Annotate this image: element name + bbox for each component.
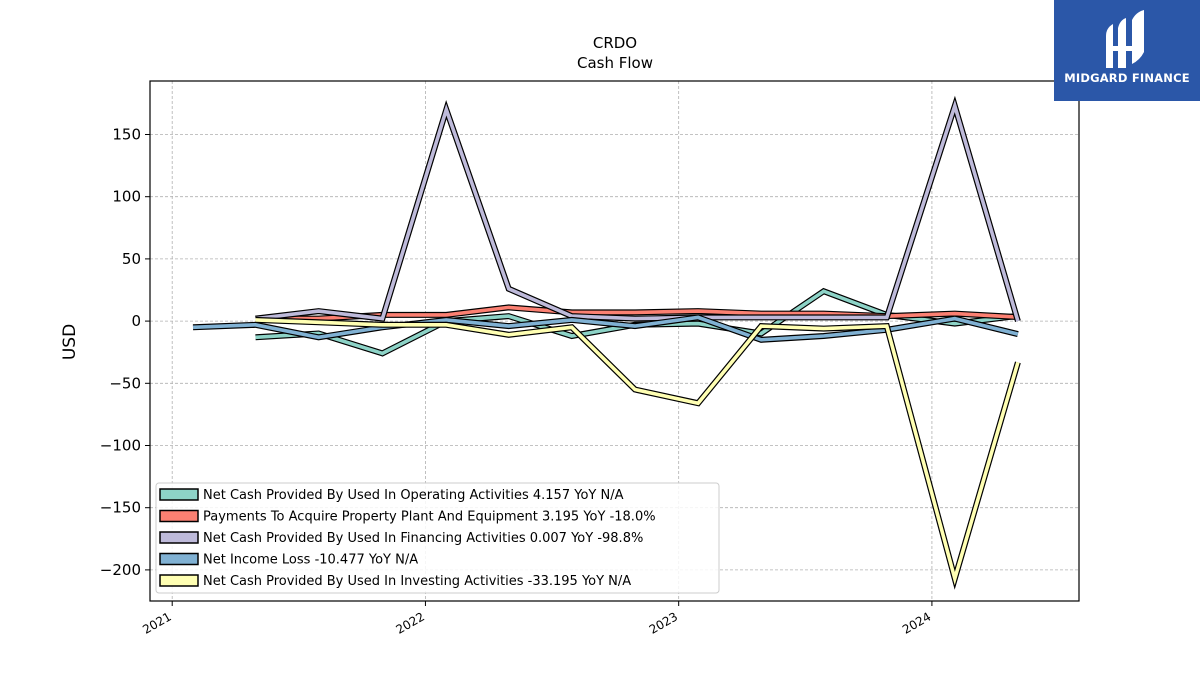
series-line-4 <box>192 315 1019 342</box>
chart-title: CRDO <box>593 34 637 52</box>
x-tick-label: 2024 <box>900 609 933 636</box>
legend-swatch-2 <box>159 509 199 523</box>
y-tick-label: −150 <box>100 499 141 517</box>
legend-swatch-3 <box>159 531 199 544</box>
y-tick-label: 150 <box>112 125 141 143</box>
series-line-outline-3 <box>255 95 1021 322</box>
chart-subtitle: Cash Flow <box>577 54 653 72</box>
y-tick-label: −50 <box>109 374 141 392</box>
series-group <box>192 95 1021 590</box>
x-tick-label: 2022 <box>393 609 426 636</box>
legend-label-5: Net Cash Provided By Used In Investing A… <box>203 574 631 589</box>
legend-label-2: Payments To Acquire Property Plant And E… <box>203 510 656 525</box>
x-tick-label: 2023 <box>647 609 680 636</box>
y-tick-label: 0 <box>131 312 141 330</box>
y-ticks: −200 −150 −100 −50 0 50 100 150 <box>100 125 150 579</box>
logo-text: MIDGARD FINANCE <box>1064 71 1190 85</box>
y-tick-label: −200 <box>100 561 141 579</box>
legend-label-4: Net Income Loss -10.477 YoY N/A <box>203 553 418 568</box>
x-tick-label: 2021 <box>140 609 173 636</box>
plot-frame <box>149 80 1080 602</box>
legend: Net Cash Provided By Used In Operating A… <box>155 482 720 594</box>
legend-swatch-1 <box>159 488 199 501</box>
legend-box <box>155 482 720 594</box>
brand-logo: MIDGARD FINANCE <box>1054 0 1200 101</box>
y-tick-label: 100 <box>112 188 141 206</box>
y-tick-label: −100 <box>100 436 141 454</box>
logo-mark-icon <box>1106 10 1144 68</box>
legend-swatch-5 <box>159 574 199 587</box>
series-line-5 <box>255 318 1020 586</box>
x-ticks: 2021 2022 2023 2024 <box>140 601 933 637</box>
legend-swatch-4 <box>159 552 199 566</box>
legend-label-3: Net Cash Provided By Used In Financing A… <box>203 531 643 546</box>
y-tick-label: 50 <box>122 250 141 268</box>
legend-label-1: Net Cash Provided By Used In Operating A… <box>203 488 624 503</box>
y-axis-label: USD <box>60 324 80 360</box>
series-line-3 <box>255 99 1020 322</box>
